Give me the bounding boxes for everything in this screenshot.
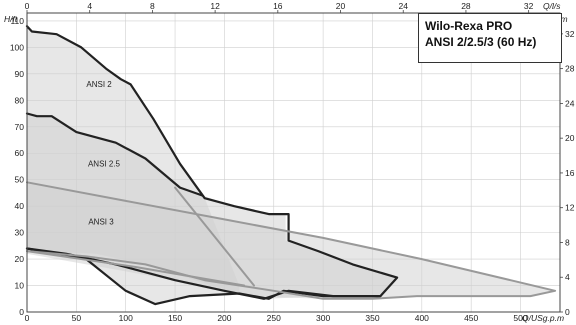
curve-line-gray [174, 186, 255, 287]
region-label-ansi-3: ANSI 3 [88, 218, 114, 227]
y-left-tick-label: 10 [15, 281, 25, 291]
operating-regions [27, 26, 556, 305]
x-bottom-tick-label: 250 [267, 313, 281, 323]
chart-title-line-1: Wilo-Rexa PRO [425, 19, 513, 33]
curve-line-gray [26, 181, 557, 300]
y-right-tick-label: 8 [565, 237, 570, 247]
curve-lines [25, 25, 557, 306]
chart-title-box: Wilo-Rexa PRO ANSI 2/2.5/3 (60 Hz) [418, 13, 562, 63]
y-right-tick-label: 28 [565, 64, 575, 74]
x-bottom-tick-label: 450 [464, 313, 478, 323]
y-left-tick-label: 40 [15, 201, 25, 211]
x-bottom-unit: Q/USg.p.m [522, 313, 564, 323]
y-left-tick-label: 30 [15, 228, 25, 238]
x-bottom-tick-label: 50 [72, 313, 82, 323]
x-top-tick-label: 4 [87, 1, 92, 11]
x-top-tick-label: 16 [273, 1, 283, 11]
x-top-tick-label: 24 [399, 1, 409, 11]
region-labels: ANSI 2 ANSI 2.5 ANSI 3 [86, 80, 120, 227]
region-label-ansi-2: ANSI 2 [86, 80, 112, 89]
x-bottom-tick-label: 500 [513, 313, 527, 323]
x-bottom-tick-label: 400 [415, 313, 429, 323]
curve-line-dark [25, 25, 399, 306]
y-left-tick-label: 0 [19, 307, 24, 317]
region-label-ansi-2-5: ANSI 2.5 [88, 159, 121, 168]
y-left-tick-label: 50 [15, 175, 25, 185]
x-bottom-tick-label: 350 [365, 313, 379, 323]
y-right-tick-label: 32 [565, 29, 575, 39]
y-left-tick-label: 90 [15, 69, 25, 79]
plot-frame [26, 12, 561, 313]
y-right-tick-label: 16 [565, 168, 575, 178]
y-right-tick-label: 20 [565, 133, 575, 143]
x-bottom-tick-label: 300 [316, 313, 330, 323]
x-top-tick-label: 12 [210, 1, 220, 11]
y-left-tick-label: 110 [10, 16, 24, 26]
x-top-tick-label: 28 [461, 1, 471, 11]
y-right-tick-label: 4 [565, 272, 570, 282]
y-left-tick-label: 20 [15, 254, 25, 264]
x-top-tick-label: 20 [336, 1, 346, 11]
y-left-tick-label: 100 [10, 42, 24, 52]
x-top-tick-label: 32 [524, 1, 534, 11]
y-right-tick-label: 12 [565, 203, 575, 213]
curve-line-dark [25, 247, 382, 300]
x-bottom-tick-label: 100 [119, 313, 133, 323]
y-left-tick-label: 80 [15, 95, 25, 105]
y-left-tick-label: 70 [15, 122, 25, 132]
x-bottom-tick-label: 150 [168, 313, 182, 323]
y-right-tick-label: 0 [565, 307, 570, 317]
curve-line-gray [26, 250, 246, 287]
chart-title-line-2: ANSI 2/2.5/3 (60 Hz) [425, 35, 537, 49]
x-bottom-tick-label: 200 [217, 313, 231, 323]
y-left-tick-label: 60 [15, 148, 25, 158]
x-top-unit: Q/l/s [543, 1, 561, 11]
x-bottom-tick-label: 0 [25, 313, 30, 323]
curve-line-dark [25, 112, 204, 197]
x-top-tick-label: 8 [150, 1, 155, 11]
y-left-unit: H/ft [4, 14, 18, 24]
y-right-tick-label: 24 [565, 98, 575, 108]
x-top-tick-label: 0 [25, 1, 30, 11]
